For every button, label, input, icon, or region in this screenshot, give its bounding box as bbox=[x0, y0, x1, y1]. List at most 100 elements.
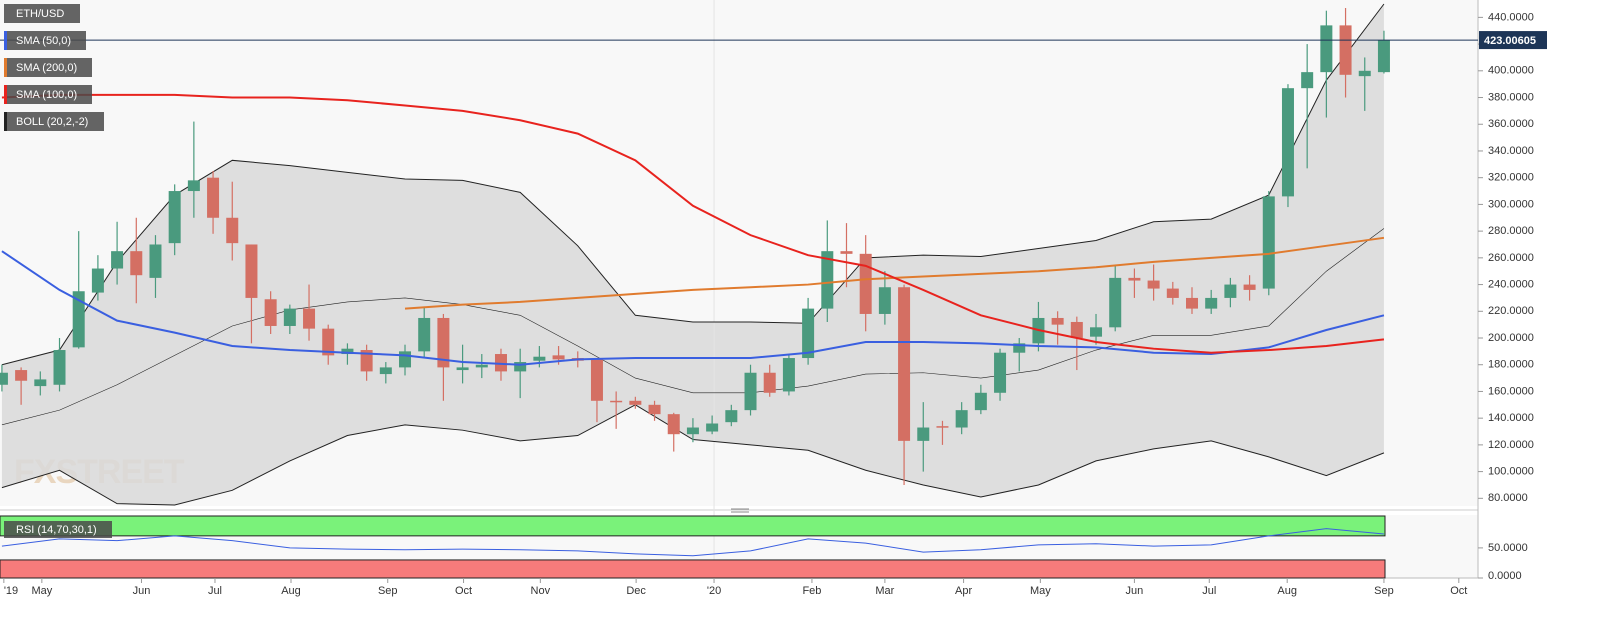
candle-body bbox=[1339, 25, 1352, 75]
y-tick-label: 100.0000 bbox=[1488, 466, 1534, 478]
candle-body bbox=[552, 355, 565, 360]
x-tick-label: Jun bbox=[133, 585, 151, 597]
candle-body bbox=[648, 404, 661, 415]
candle-body bbox=[610, 400, 623, 403]
y-tick-label: 400.0000 bbox=[1488, 65, 1534, 77]
y-tick-label: 360.0000 bbox=[1488, 118, 1534, 130]
candle-body bbox=[629, 400, 642, 405]
candle-body bbox=[283, 308, 296, 326]
legend-box bbox=[4, 58, 92, 77]
candle-body bbox=[840, 251, 853, 254]
candle-body bbox=[936, 426, 949, 428]
legend-label: SMA (200,0) bbox=[16, 62, 77, 74]
y-tick-label: 80.0000 bbox=[1488, 492, 1528, 504]
candle-body bbox=[187, 180, 200, 192]
candle-body bbox=[1109, 277, 1122, 328]
candle-body bbox=[1166, 288, 1179, 298]
candle-body bbox=[1128, 277, 1141, 281]
candle-body bbox=[379, 367, 392, 375]
candle-body bbox=[533, 356, 546, 361]
x-tick-label: Mar bbox=[875, 585, 894, 597]
y-tick-label: 260.0000 bbox=[1488, 252, 1534, 264]
candle-body bbox=[1243, 284, 1256, 290]
legend-swatch bbox=[4, 85, 7, 104]
candle-body bbox=[245, 244, 258, 298]
bollinger-middle bbox=[1, 228, 1385, 426]
last-price-box bbox=[1479, 31, 1547, 50]
candle-body bbox=[763, 372, 776, 393]
x-tick-label: May bbox=[31, 585, 52, 597]
legend-swatch bbox=[4, 112, 7, 131]
candle-body bbox=[226, 217, 239, 244]
legend-label: RSI (14,70,30,1) bbox=[16, 524, 97, 536]
x-tick-label: Jun bbox=[1126, 585, 1144, 597]
candle-body bbox=[91, 268, 104, 293]
legend-swatch bbox=[4, 31, 7, 50]
candle-body bbox=[303, 308, 316, 329]
candle-body bbox=[744, 372, 757, 411]
candle-body bbox=[859, 253, 872, 314]
candle-body bbox=[917, 427, 930, 441]
candle-body bbox=[207, 177, 220, 218]
x-tick-label: Jul bbox=[1202, 585, 1216, 597]
candle-body bbox=[72, 291, 85, 348]
candle-body bbox=[1224, 284, 1237, 298]
y-tick-label: 380.0000 bbox=[1488, 91, 1534, 103]
candle-body bbox=[802, 308, 815, 359]
legend-swatch bbox=[4, 58, 7, 77]
x-tick-label: '19 bbox=[4, 585, 18, 597]
y-tick-label: 180.0000 bbox=[1488, 359, 1534, 371]
candle-body bbox=[1185, 297, 1198, 309]
candle-body bbox=[955, 410, 968, 428]
candle-body bbox=[994, 352, 1007, 393]
candle-body bbox=[1051, 317, 1064, 325]
y-tick-label: 160.0000 bbox=[1488, 385, 1534, 397]
candle-body bbox=[437, 317, 450, 368]
candle-body bbox=[264, 299, 277, 326]
candle-body bbox=[1205, 297, 1218, 309]
candle-body bbox=[725, 410, 738, 423]
candle-body bbox=[15, 370, 28, 381]
candle-body bbox=[341, 348, 354, 355]
rsi-tick-label: 50.0000 bbox=[1488, 542, 1528, 554]
legend-label: ETH/USD bbox=[16, 8, 64, 20]
legend-box bbox=[4, 31, 86, 50]
candle-body bbox=[1013, 343, 1026, 353]
bollinger-fill bbox=[1, 4, 1384, 506]
y-tick-label: 120.0000 bbox=[1488, 439, 1534, 451]
indicator-line bbox=[1, 250, 1385, 366]
candle-body bbox=[514, 362, 527, 372]
x-tick-label: May bbox=[1030, 585, 1051, 597]
candle-body bbox=[130, 251, 143, 276]
rsi-oversold-band bbox=[0, 559, 1386, 579]
candle-body bbox=[1070, 321, 1083, 339]
x-tick-label: Jul bbox=[208, 585, 222, 597]
candle-body bbox=[475, 364, 488, 368]
legend-item: SMA (50,0) bbox=[4, 31, 86, 50]
candle-body bbox=[590, 359, 603, 401]
legend-item: ETH/USD bbox=[4, 4, 80, 23]
rsi-legend: RSI (14,70,30,1) bbox=[4, 521, 112, 538]
y-tick-label: 240.0000 bbox=[1488, 278, 1534, 290]
candle-body bbox=[53, 350, 66, 385]
legend-item: BOLL (20,2,-2) bbox=[4, 112, 104, 131]
candle-body bbox=[878, 287, 891, 314]
legend-label: BOLL (20,2,-2) bbox=[16, 116, 88, 128]
candle-body bbox=[322, 328, 335, 356]
y-tick-label: 320.0000 bbox=[1488, 172, 1534, 184]
candle-body bbox=[782, 358, 795, 392]
candle-body bbox=[418, 317, 431, 352]
x-tick-label: Aug bbox=[281, 585, 301, 597]
candle-body bbox=[667, 414, 680, 435]
x-tick-label: Dec bbox=[626, 585, 646, 597]
candle-body bbox=[111, 251, 124, 269]
x-tick-label: Feb bbox=[802, 585, 821, 597]
y-tick-label: 200.0000 bbox=[1488, 332, 1534, 344]
rsi-tick-label: 0.0000 bbox=[1488, 570, 1522, 582]
rsi-overbought-band bbox=[0, 515, 1386, 537]
candle-body bbox=[974, 392, 987, 411]
y-tick-label: 140.0000 bbox=[1488, 412, 1534, 424]
x-tick-label: '20 bbox=[707, 585, 721, 597]
x-tick-label: Oct bbox=[455, 585, 472, 597]
